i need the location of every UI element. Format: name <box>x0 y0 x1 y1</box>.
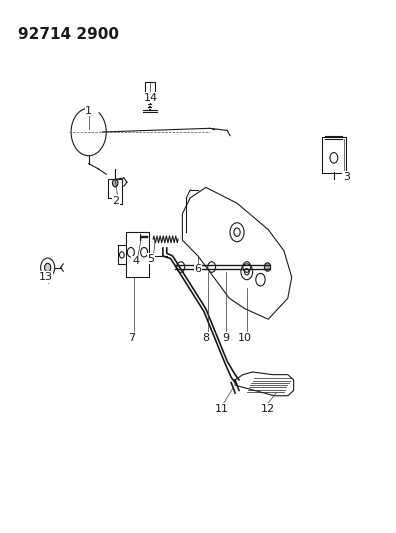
Text: 3: 3 <box>343 172 350 182</box>
Circle shape <box>177 262 185 272</box>
Polygon shape <box>183 188 292 319</box>
Polygon shape <box>126 232 149 277</box>
Circle shape <box>265 263 270 271</box>
Text: 5: 5 <box>148 254 155 264</box>
Text: 8: 8 <box>202 333 209 343</box>
FancyBboxPatch shape <box>145 82 155 93</box>
Text: 4: 4 <box>132 256 139 266</box>
Circle shape <box>45 263 51 272</box>
Text: 2: 2 <box>112 196 120 206</box>
Text: 1: 1 <box>85 106 92 116</box>
FancyBboxPatch shape <box>322 138 346 173</box>
Text: 11: 11 <box>214 404 228 414</box>
Circle shape <box>112 180 118 187</box>
Text: 10: 10 <box>238 333 252 343</box>
Text: 13: 13 <box>39 272 53 282</box>
Text: 9: 9 <box>222 333 229 343</box>
Text: 92714 2900: 92714 2900 <box>18 27 120 42</box>
Text: 6: 6 <box>194 264 202 274</box>
Text: 14: 14 <box>144 93 158 103</box>
Text: 12: 12 <box>261 404 275 414</box>
Polygon shape <box>108 180 122 204</box>
Text: 7: 7 <box>128 333 135 343</box>
Polygon shape <box>235 372 294 395</box>
